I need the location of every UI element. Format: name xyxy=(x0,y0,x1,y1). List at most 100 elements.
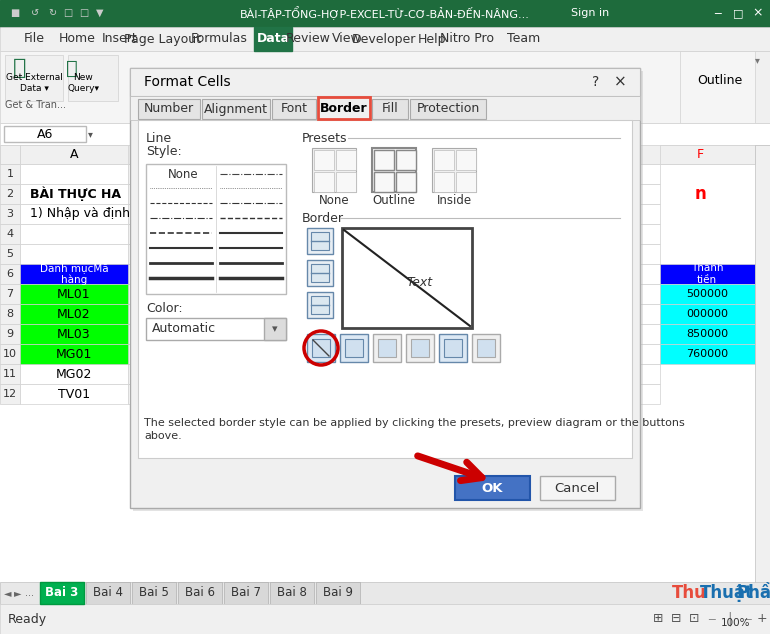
Bar xyxy=(660,264,755,284)
Bar xyxy=(0,344,20,364)
Text: Automatic: Automatic xyxy=(152,323,216,335)
Bar xyxy=(439,334,467,362)
Text: Developer: Developer xyxy=(352,32,417,46)
Bar xyxy=(276,164,316,184)
Text: □: □ xyxy=(733,8,743,18)
Bar xyxy=(314,172,334,192)
Text: Phần: Phần xyxy=(736,584,770,602)
Bar xyxy=(276,244,316,264)
Text: Nitro Pro: Nitro Pro xyxy=(440,32,494,46)
Text: Team: Team xyxy=(507,32,541,46)
Bar xyxy=(0,204,20,224)
Bar xyxy=(660,324,755,344)
Text: Text: Text xyxy=(407,276,433,290)
Bar xyxy=(0,264,20,284)
Text: 4500000: 4500000 xyxy=(331,389,380,399)
Bar xyxy=(276,284,316,304)
Bar xyxy=(20,344,128,364)
Bar xyxy=(660,284,755,304)
Text: Ready: Ready xyxy=(8,612,47,626)
Text: Home: Home xyxy=(59,32,95,46)
Bar xyxy=(0,184,20,204)
Bar xyxy=(20,224,128,244)
Bar xyxy=(0,224,20,244)
Bar xyxy=(20,324,128,344)
Text: ─: ─ xyxy=(715,8,721,18)
Bar xyxy=(540,476,615,500)
Text: Review: Review xyxy=(286,32,330,46)
Text: +: + xyxy=(757,612,768,626)
Text: 500000: 500000 xyxy=(686,289,728,299)
Bar xyxy=(476,244,660,264)
Bar xyxy=(396,184,476,204)
Bar xyxy=(316,164,396,184)
Bar xyxy=(660,145,755,164)
Text: ─: ─ xyxy=(745,614,752,624)
Text: 7: 7 xyxy=(6,289,14,299)
Bar xyxy=(276,324,316,344)
Text: Bai 3: Bai 3 xyxy=(45,586,79,600)
Text: 850000: 850000 xyxy=(686,329,728,339)
Text: ?: ? xyxy=(592,75,600,89)
Bar xyxy=(20,264,128,284)
Text: ⊡: ⊡ xyxy=(688,612,699,626)
Bar xyxy=(128,264,276,284)
Text: □: □ xyxy=(79,8,89,18)
Text: OK: OK xyxy=(481,481,503,495)
Bar xyxy=(316,224,396,244)
Text: 5: 5 xyxy=(6,249,14,259)
Bar xyxy=(20,344,128,364)
Bar xyxy=(316,384,396,404)
Text: Thuật: Thuật xyxy=(700,584,754,602)
Text: Outline: Outline xyxy=(373,195,416,207)
Text: |: | xyxy=(728,612,732,626)
Bar xyxy=(396,364,476,384)
Bar xyxy=(312,148,356,192)
Bar xyxy=(660,304,755,324)
Bar xyxy=(276,184,316,204)
Bar xyxy=(316,204,396,224)
Text: New
Query▾: New Query▾ xyxy=(67,74,99,93)
Bar xyxy=(178,582,222,604)
Text: Bai 5: Bai 5 xyxy=(139,586,169,600)
Bar xyxy=(316,304,396,324)
Text: Alignment: Alignment xyxy=(204,103,268,115)
Text: 4: 4 xyxy=(6,229,14,239)
Text: 6: 6 xyxy=(6,269,14,279)
Text: 10: 10 xyxy=(3,349,17,359)
Text: 9: 9 xyxy=(293,369,300,379)
Bar xyxy=(0,604,770,634)
Text: MG02: MG02 xyxy=(55,368,92,380)
Bar xyxy=(680,51,765,123)
Bar xyxy=(316,244,396,264)
Text: Data: Data xyxy=(256,32,290,46)
Bar xyxy=(20,204,128,224)
Bar xyxy=(146,318,286,340)
Bar xyxy=(396,384,476,404)
Bar xyxy=(0,51,770,123)
Text: Bai 7: Bai 7 xyxy=(231,586,261,600)
Bar xyxy=(202,99,270,119)
Bar xyxy=(20,324,128,344)
Bar xyxy=(254,27,292,51)
Bar xyxy=(396,204,476,224)
Bar xyxy=(128,324,276,344)
Bar xyxy=(476,304,660,324)
Text: None: None xyxy=(168,167,199,181)
Text: ...: ... xyxy=(25,588,35,598)
Bar xyxy=(20,284,128,304)
Text: 0: 0 xyxy=(433,389,440,399)
Text: Help: Help xyxy=(418,32,447,46)
Bar xyxy=(20,145,128,164)
Text: Bai 8: Bai 8 xyxy=(277,586,307,600)
Text: Border: Border xyxy=(302,212,344,224)
Bar xyxy=(396,172,416,192)
Bar xyxy=(307,260,333,286)
Bar xyxy=(276,204,316,224)
Text: Bai 6: Bai 6 xyxy=(185,586,215,600)
Text: F: F xyxy=(696,148,704,160)
Text: A6: A6 xyxy=(37,127,53,141)
Bar xyxy=(20,384,128,404)
Bar xyxy=(0,0,770,27)
Bar xyxy=(476,364,660,384)
